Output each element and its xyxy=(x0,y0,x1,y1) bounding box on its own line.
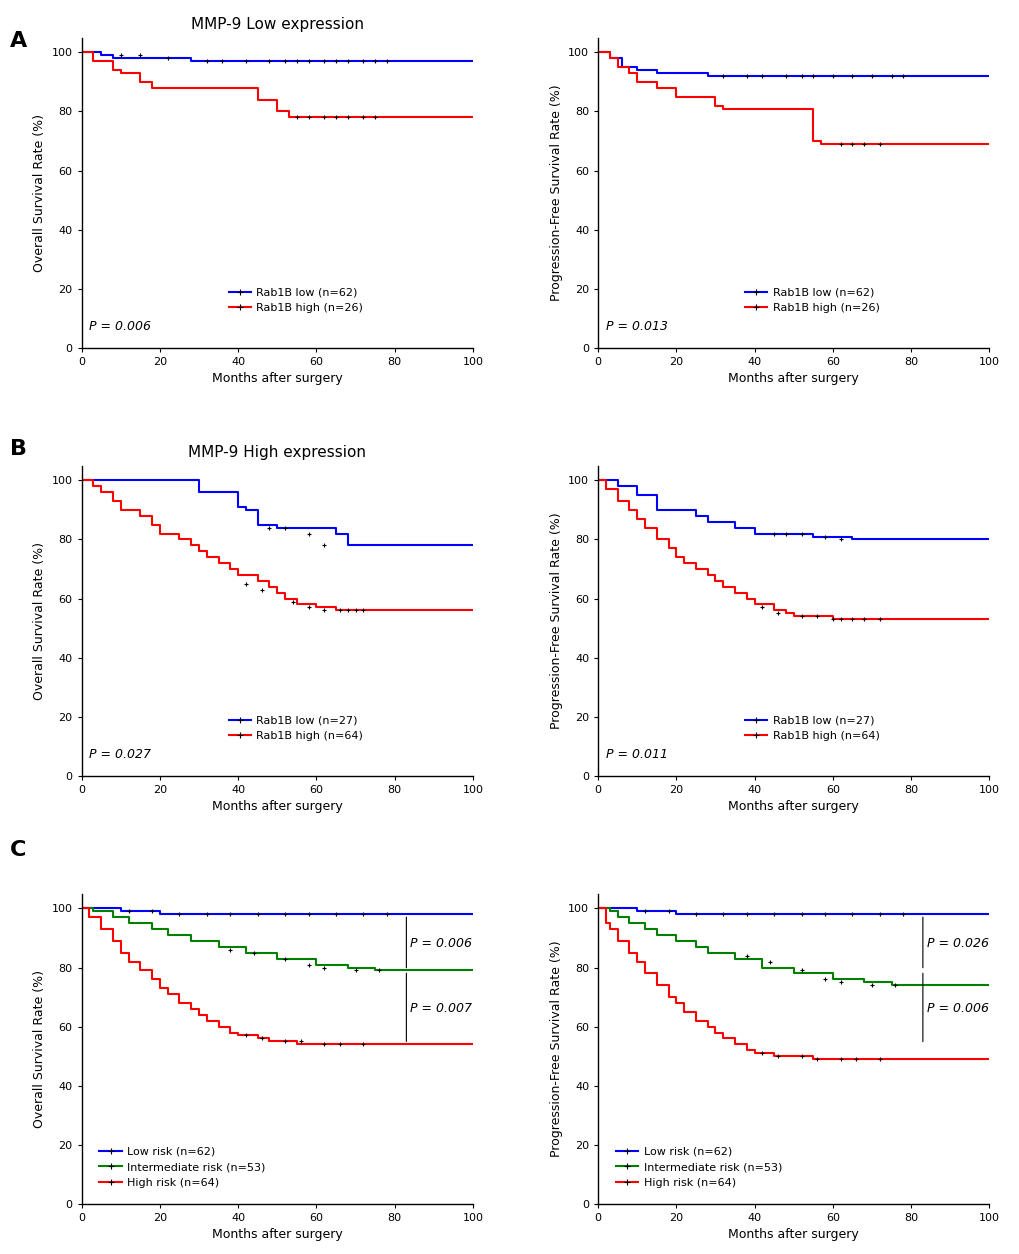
Text: B: B xyxy=(10,439,28,459)
Text: P = 0.007: P = 0.007 xyxy=(410,1002,472,1016)
Text: A: A xyxy=(10,31,28,51)
Text: P = 0.026: P = 0.026 xyxy=(926,938,987,951)
X-axis label: Months after surgery: Months after surgery xyxy=(728,372,858,385)
X-axis label: Months after surgery: Months after surgery xyxy=(212,800,342,814)
Legend: Rab1B low (n=62), Rab1B high (n=26): Rab1B low (n=62), Rab1B high (n=26) xyxy=(740,283,883,317)
X-axis label: Months after surgery: Months after surgery xyxy=(728,800,858,814)
Y-axis label: Progression-Free Survival Rate (%): Progression-Free Survival Rate (%) xyxy=(549,940,561,1157)
Text: P = 0.006: P = 0.006 xyxy=(410,938,472,951)
Legend: Low risk (n=62), Intermediate risk (n=53), High risk (n=64): Low risk (n=62), Intermediate risk (n=53… xyxy=(610,1142,786,1193)
Legend: Low risk (n=62), Intermediate risk (n=53), High risk (n=64): Low risk (n=62), Intermediate risk (n=53… xyxy=(95,1142,270,1193)
Y-axis label: Progression-Free Survival Rate (%): Progression-Free Survival Rate (%) xyxy=(549,84,561,301)
X-axis label: Months after surgery: Months after surgery xyxy=(212,1229,342,1241)
Y-axis label: Progression-Free Survival Rate (%): Progression-Free Survival Rate (%) xyxy=(549,513,561,729)
Text: P = 0.006: P = 0.006 xyxy=(90,320,151,334)
X-axis label: Months after surgery: Months after surgery xyxy=(212,372,342,385)
Legend: Rab1B low (n=62), Rab1B high (n=26): Rab1B low (n=62), Rab1B high (n=26) xyxy=(224,283,367,317)
X-axis label: Months after surgery: Months after surgery xyxy=(728,1229,858,1241)
Text: C: C xyxy=(10,840,26,860)
Title: MMP-9 Low expression: MMP-9 Low expression xyxy=(191,18,364,33)
Title: MMP-9 High expression: MMP-9 High expression xyxy=(189,445,366,460)
Text: P = 0.006: P = 0.006 xyxy=(926,1002,987,1016)
Y-axis label: Overall Survival Rate (%): Overall Survival Rate (%) xyxy=(33,542,46,700)
Legend: Rab1B low (n=27), Rab1B high (n=64): Rab1B low (n=27), Rab1B high (n=64) xyxy=(224,711,367,745)
Y-axis label: Overall Survival Rate (%): Overall Survival Rate (%) xyxy=(33,969,46,1127)
Legend: Rab1B low (n=27), Rab1B high (n=64): Rab1B low (n=27), Rab1B high (n=64) xyxy=(740,711,883,745)
Text: P = 0.011: P = 0.011 xyxy=(605,749,667,761)
Y-axis label: Overall Survival Rate (%): Overall Survival Rate (%) xyxy=(33,114,46,272)
Text: P = 0.013: P = 0.013 xyxy=(605,320,667,334)
Text: P = 0.027: P = 0.027 xyxy=(90,749,151,761)
